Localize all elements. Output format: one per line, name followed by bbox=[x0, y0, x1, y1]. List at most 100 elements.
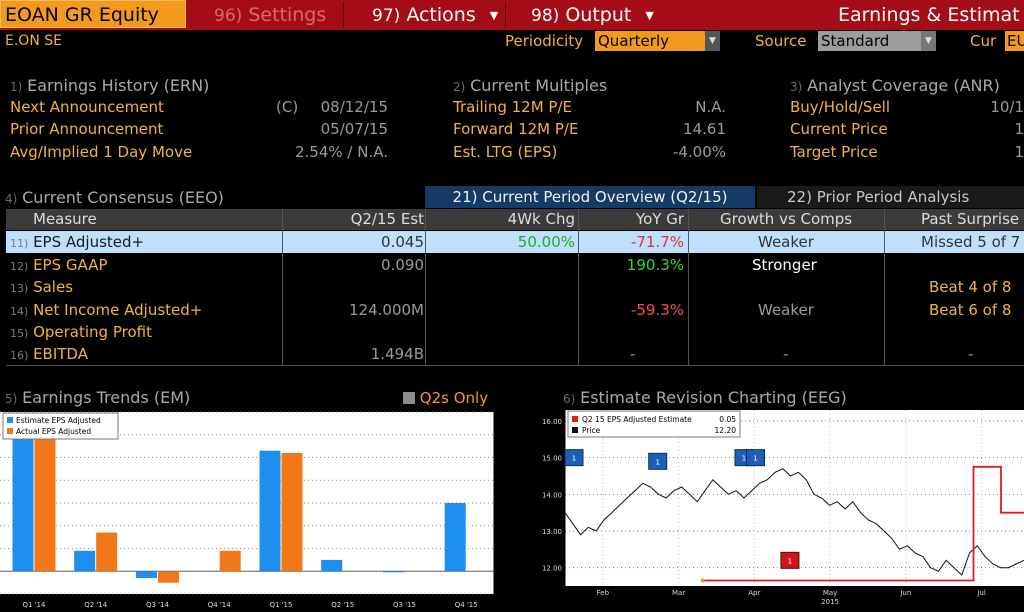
row-est: 124.000M bbox=[349, 301, 424, 319]
earnings-trends-header[interactable]: 5) Earnings Trends (EM) bbox=[5, 388, 190, 407]
ticker-field[interactable]: EOAN GR Equity bbox=[0, 0, 186, 28]
page-title: Earnings & Estimat bbox=[838, 4, 1020, 26]
x-tick-label: Q3 '14 bbox=[146, 601, 170, 609]
row-measure: Sales bbox=[33, 278, 74, 296]
row-est: 0.090 bbox=[381, 256, 424, 274]
estimate-revision-chart[interactable]: 16.00 15.00 14.00 13.00 12.00 Feb Mar Apr May Jun… bbox=[530, 408, 1024, 612]
table-row[interactable]: 12) EPS GAAP bbox=[10, 254, 108, 276]
chevron-down-icon[interactable]: ▼ bbox=[705, 31, 720, 51]
table-row[interactable]: 13) Sales bbox=[10, 276, 73, 298]
q2s-only-toggle[interactable]: Q2s Only bbox=[403, 389, 488, 407]
row-number: 11) bbox=[10, 237, 29, 250]
periodicity-select[interactable]: Quarterly bbox=[595, 31, 705, 51]
table-row[interactable]: 16) EBITDA bbox=[10, 343, 88, 365]
menu-divider bbox=[343, 2, 344, 28]
bar-estimate bbox=[444, 503, 466, 572]
row-est: 1.494B bbox=[370, 345, 424, 363]
earnings-history-header[interactable]: 1) Earnings History (ERN) bbox=[10, 76, 209, 95]
row-number: 12) bbox=[10, 260, 29, 273]
y-tick-label: 12.00 bbox=[542, 565, 562, 573]
row-growth-vs-comps: Weaker bbox=[758, 301, 814, 319]
column-divider bbox=[425, 209, 426, 365]
y-tick-label: 15.00 bbox=[542, 455, 562, 463]
bar-actual bbox=[158, 571, 179, 583]
x-tick-label: Q3 '15 bbox=[393, 601, 416, 609]
column-header-est[interactable]: Q2/15 Est bbox=[350, 210, 424, 228]
row-past-surprise: Beat 4 of 8 bbox=[929, 278, 1012, 296]
section-title: Current Multiples bbox=[470, 76, 608, 95]
menu-divider bbox=[505, 2, 506, 28]
actions-menu-label: Actions bbox=[406, 4, 476, 26]
source-select[interactable]: Standard bbox=[818, 31, 921, 51]
tab-current-period-overview[interactable]: 21) Current Period Overview (Q2/15) bbox=[425, 186, 755, 208]
actions-menu[interactable]: 97) Actions ▼ bbox=[372, 0, 498, 30]
output-menu[interactable]: 98) Output ▼ bbox=[531, 0, 654, 30]
column-header-growth-vs-comps[interactable]: Growth vs Comps bbox=[720, 210, 853, 228]
column-header-measure[interactable]: Measure bbox=[33, 210, 97, 228]
y-tick-label: 0.40 bbox=[500, 477, 516, 485]
row-measure: EPS Adjusted+ bbox=[33, 233, 145, 251]
analyst-coverage-header[interactable]: 3) Analyst Coverage (ANR) bbox=[790, 76, 1000, 95]
settings-menu[interactable]: 96) Settings bbox=[214, 0, 326, 30]
section-number: 5) bbox=[5, 392, 18, 406]
column-header-past-surprise[interactable]: Past Surprise bbox=[921, 210, 1020, 228]
row-yoy: 190.3% bbox=[626, 256, 684, 274]
row-yoy: -71.7% bbox=[630, 233, 684, 251]
settings-menu-label: Settings bbox=[248, 4, 327, 26]
y-tick-label: 0.20 bbox=[500, 523, 516, 531]
y-tick-label: 16.00 bbox=[542, 418, 562, 426]
marker-label: 1 bbox=[788, 557, 792, 565]
x-tick-label: Q1 '15 bbox=[269, 601, 292, 609]
bar-estimate bbox=[259, 450, 281, 572]
marker-label: 1 bbox=[572, 455, 576, 463]
legend-box bbox=[2, 412, 119, 440]
legend-label: Q2 15 EPS Adjusted Estimate bbox=[582, 415, 692, 424]
legend-swatch bbox=[572, 416, 578, 422]
source-label: Source bbox=[755, 32, 807, 50]
bar-actual bbox=[34, 430, 56, 572]
event-marker: 1 bbox=[648, 452, 668, 470]
trailing-pe-value: N.A. bbox=[695, 98, 726, 116]
row-4wk-chg: 50.00% bbox=[517, 233, 575, 251]
chart-legend: Q2 15 EPS Adjusted Estimate 0.05 Price 12.2… bbox=[567, 410, 741, 438]
chevron-down-icon: ▼ bbox=[489, 9, 499, 22]
currency-select[interactable]: EU bbox=[1005, 31, 1024, 51]
legend-label: Actual EPS Adjusted bbox=[16, 427, 91, 436]
x-tick-label: Q4 '15 bbox=[455, 601, 478, 609]
output-menu-number: 98) bbox=[531, 6, 560, 26]
row-number: 15) bbox=[10, 327, 29, 340]
avg-implied-move-label: Avg/Implied 1 Day Move bbox=[10, 143, 193, 161]
marker-label: 1 bbox=[655, 458, 659, 466]
y-tick-label: 0.30 bbox=[500, 500, 516, 508]
column-divider bbox=[884, 209, 885, 365]
currency-label: Cur bbox=[970, 32, 997, 50]
column-header-yoy-gr[interactable]: YoY Gr bbox=[635, 210, 684, 228]
revision-chart-header[interactable]: 6) Estimate Revision Charting (EEG) bbox=[563, 388, 847, 407]
x-tick-label: Jul bbox=[976, 589, 986, 597]
chevron-down-icon[interactable]: ▼ bbox=[921, 31, 936, 51]
table-row[interactable]: 11) EPS Adjusted+ bbox=[10, 231, 144, 253]
row-yoy: - bbox=[630, 345, 636, 363]
earnings-trends-chart[interactable]: 0.70 0.60 0.50 0.40 0.30 0.20 0.10 0.00 -0.10 Q1 … bbox=[0, 408, 530, 612]
current-multiples-header: 2) Current Multiples bbox=[453, 76, 607, 95]
section-title: Current Consensus (EEO) bbox=[22, 188, 224, 207]
tab-prior-period-analysis[interactable]: 22) Prior Period Analysis (Q1/15 bbox=[757, 186, 1024, 228]
revision-marker: 1 bbox=[780, 551, 800, 569]
bar-estimate bbox=[321, 559, 343, 572]
forward-pe-label: Forward 12M P/E bbox=[453, 120, 579, 138]
column-divider bbox=[578, 209, 579, 365]
y-tick-label: 0.50 bbox=[500, 455, 516, 463]
consensus-header[interactable]: 4) Current Consensus (EEO) bbox=[5, 188, 224, 207]
row-number: 16) bbox=[10, 349, 29, 362]
table-row[interactable]: 14) Net Income Adjusted+ bbox=[10, 299, 202, 321]
bar-estimate bbox=[12, 430, 34, 572]
trailing-pe-label: Trailing 12M P/E bbox=[453, 98, 572, 116]
y-tick-label: 0.60 bbox=[500, 432, 516, 440]
marker-box bbox=[564, 449, 584, 467]
table-row[interactable]: 15) Operating Profit bbox=[10, 321, 152, 343]
column-header-4wk-chg[interactable]: 4Wk Chg bbox=[507, 210, 575, 228]
column-divider bbox=[688, 209, 689, 365]
forward-pe-value: 14.61 bbox=[683, 120, 726, 138]
legend-value: 12.20 bbox=[715, 426, 737, 435]
chevron-down-icon: ▼ bbox=[645, 9, 654, 22]
